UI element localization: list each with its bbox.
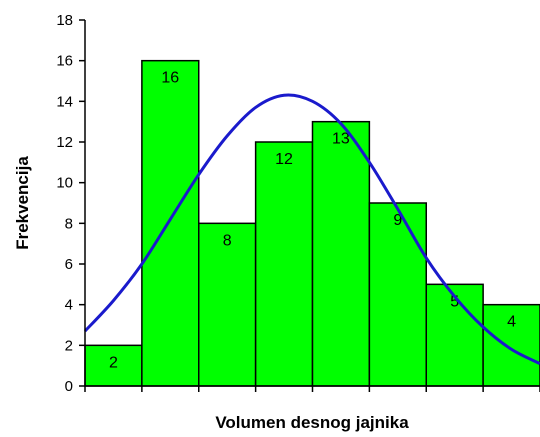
bar-value-label: 4 bbox=[507, 314, 516, 331]
histogram-bar bbox=[198, 222, 257, 387]
histogram-bar bbox=[311, 120, 371, 387]
bar-data-labels: 2 16 8 12 13 9 5 4 bbox=[109, 70, 516, 372]
normal-distribution-curve bbox=[83, 93, 540, 365]
y-tick-label: 18 bbox=[56, 12, 73, 29]
bar-value-label: 9 bbox=[393, 212, 402, 229]
y-tick-label: 0 bbox=[65, 378, 73, 395]
y-tick-label: 12 bbox=[56, 134, 73, 151]
y-tick-label: 6 bbox=[65, 256, 73, 273]
histogram-bar bbox=[482, 303, 540, 387]
x-axis-title: Volumen desnog jajnika bbox=[215, 413, 409, 432]
y-tick-label: 8 bbox=[65, 215, 73, 232]
y-axis-ticks: 0 2 4 6 8 10 12 14 16 18 bbox=[56, 12, 85, 395]
bar-value-label: 8 bbox=[223, 232, 232, 249]
bar-value-label: 12 bbox=[275, 151, 293, 168]
y-tick-label: 10 bbox=[56, 175, 73, 192]
histogram-bar bbox=[254, 141, 314, 387]
y-tick-label: 4 bbox=[65, 297, 73, 314]
bar-value-label: 13 bbox=[332, 131, 350, 148]
bar-value-label: 5 bbox=[450, 293, 459, 310]
histogram-bar bbox=[141, 59, 200, 387]
histogram-bars bbox=[84, 59, 540, 387]
bar-value-label: 16 bbox=[161, 70, 179, 87]
x-axis-ticks bbox=[84, 386, 540, 392]
y-tick-label: 16 bbox=[56, 53, 73, 70]
y-tick-label: 2 bbox=[65, 337, 73, 354]
histogram-bar bbox=[368, 202, 427, 387]
bar-value-label: 2 bbox=[109, 354, 118, 371]
y-axis-title: Frekvencija bbox=[13, 156, 32, 250]
y-tick-label: 14 bbox=[56, 93, 73, 110]
